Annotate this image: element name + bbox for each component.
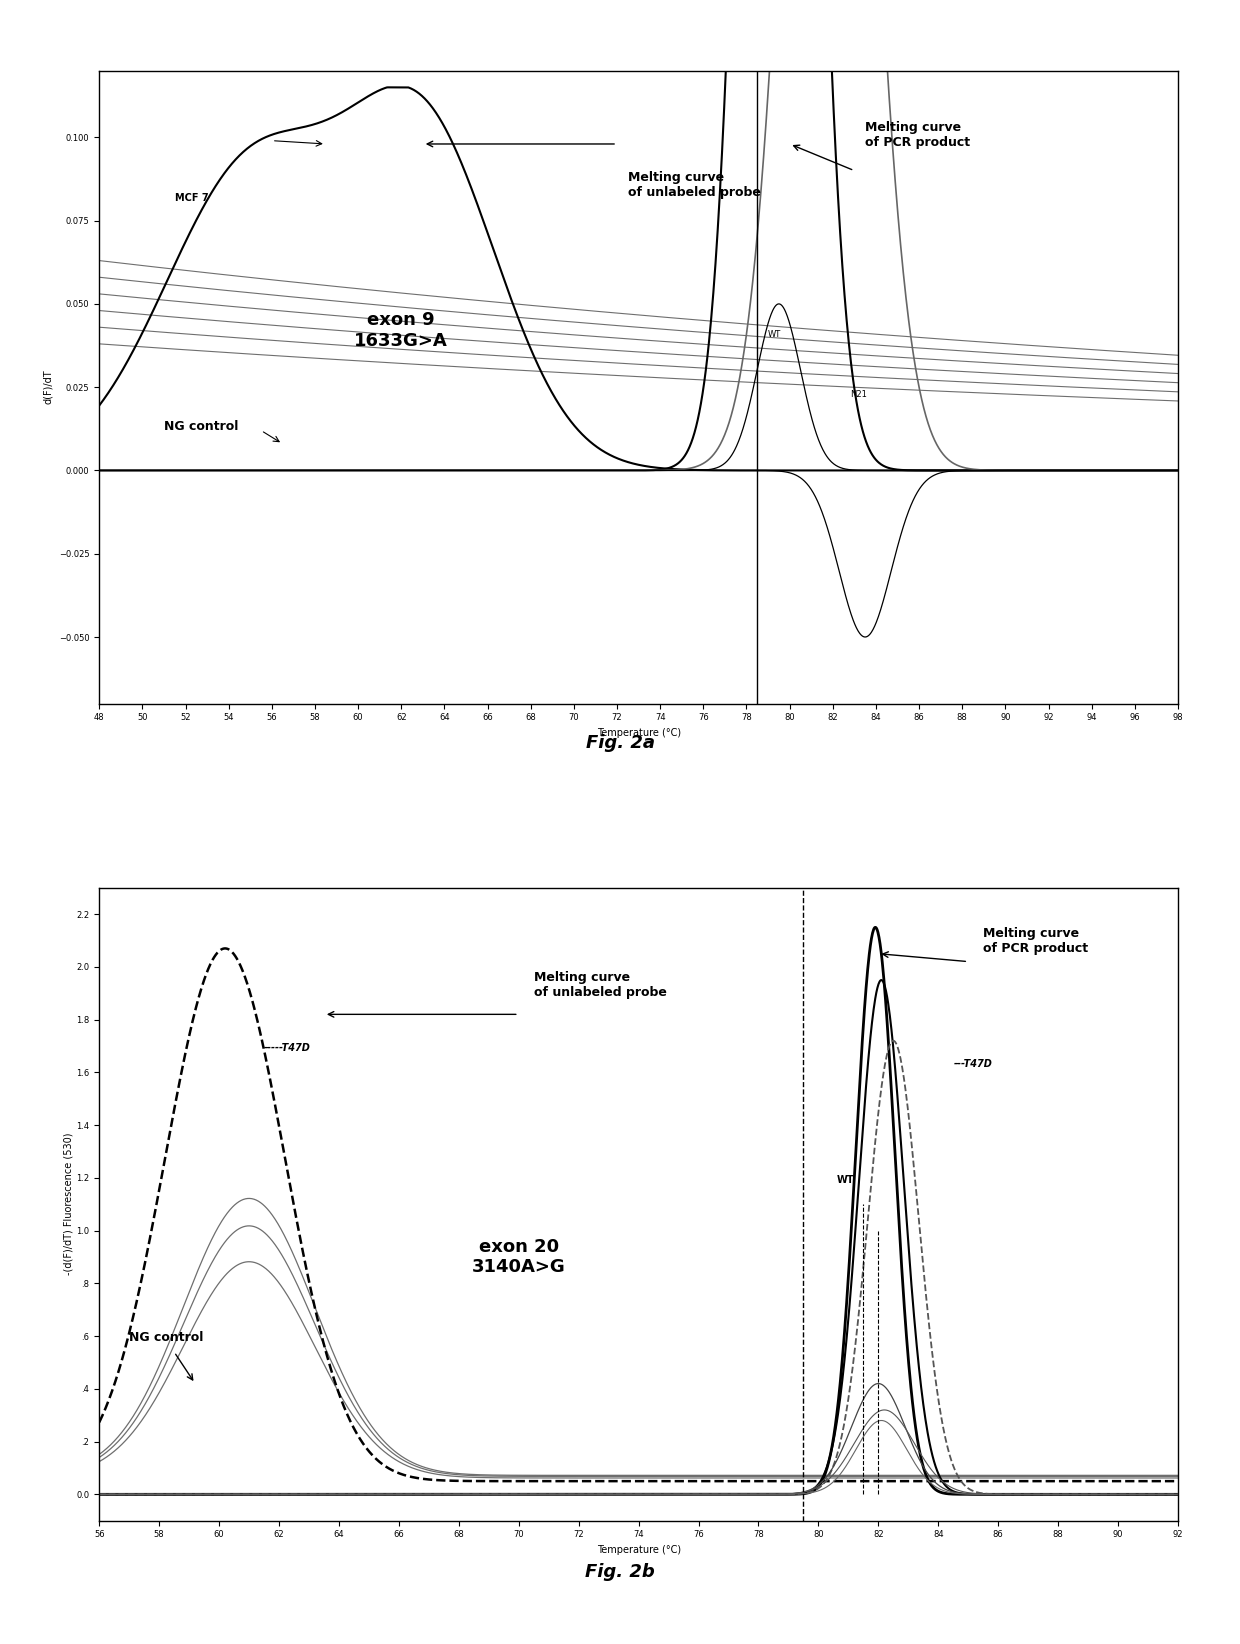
Text: -----T47D: -----T47D (264, 1044, 311, 1054)
Text: exon 20
3140A>G: exon 20 3140A>G (472, 1238, 565, 1276)
Text: Fig. 2a: Fig. 2a (585, 735, 655, 751)
Text: N21: N21 (851, 390, 867, 399)
Y-axis label: -(d(F)/dT) Fluorescence (530): -(d(F)/dT) Fluorescence (530) (63, 1133, 73, 1276)
Text: Fig. 2b: Fig. 2b (585, 1563, 655, 1580)
Text: ---T47D: ---T47D (954, 1059, 992, 1069)
Text: NG control: NG control (129, 1332, 203, 1345)
Text: MCF 7: MCF 7 (175, 192, 208, 202)
Text: WT: WT (768, 330, 781, 339)
Text: WT: WT (837, 1175, 854, 1185)
Text: Melting curve
of unlabeled probe: Melting curve of unlabeled probe (533, 970, 667, 998)
X-axis label: Temperature (°C): Temperature (°C) (596, 1545, 681, 1555)
X-axis label: Temperature (°C): Temperature (°C) (596, 728, 681, 738)
Text: exon 9
1633G>A: exon 9 1633G>A (355, 311, 448, 350)
Text: Melting curve
of unlabeled probe: Melting curve of unlabeled probe (627, 171, 760, 199)
Text: Melting curve
of PCR product: Melting curve of PCR product (983, 927, 1089, 955)
Text: NG control: NG control (164, 421, 238, 434)
Text: Melting curve
of PCR product: Melting curve of PCR product (866, 120, 970, 148)
Y-axis label: d(F)/dT: d(F)/dT (43, 370, 53, 404)
